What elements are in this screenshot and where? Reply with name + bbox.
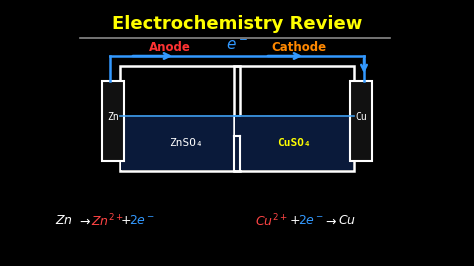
Bar [120,66,240,171]
Text: $\rightarrow$: $\rightarrow$ [77,214,91,227]
Text: $Zn$: $Zn$ [55,214,73,227]
Text: $2e^-$: $2e^-$ [298,214,324,227]
Bar [102,81,124,161]
Bar [234,66,354,171]
Bar [350,81,372,161]
Text: Cathode: Cathode [272,41,327,54]
Text: $Zn^{2+}$: $Zn^{2+}$ [91,213,124,229]
Text: Electrochemistry Review: Electrochemistry Review [112,15,362,33]
Text: Zn: Zn [107,112,119,122]
Text: $e^-$: $e^-$ [226,39,248,53]
Text: ZnSO₄: ZnSO₄ [169,138,203,148]
Text: $Cu$: $Cu$ [338,214,356,227]
Text: Cu: Cu [355,112,367,122]
Bar [235,115,353,170]
Text: $\rightarrow$: $\rightarrow$ [323,214,337,227]
Text: Anode: Anode [149,41,191,54]
Text: $Cu^{2+}$: $Cu^{2+}$ [255,213,288,229]
Text: $+$: $+$ [120,214,131,227]
Bar [121,115,239,170]
Text: $+$: $+$ [289,214,300,227]
Text: $2e^-$: $2e^-$ [129,214,155,227]
Text: CuSO₄: CuSO₄ [277,138,311,148]
